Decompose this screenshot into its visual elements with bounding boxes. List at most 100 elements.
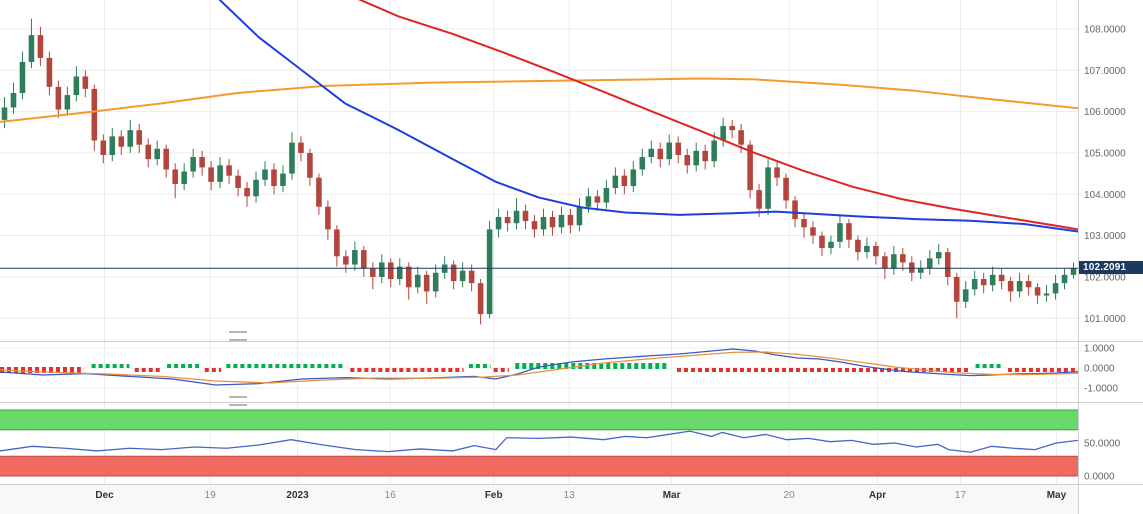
candle [935,252,942,259]
candle [387,262,394,279]
x-axis-label[interactable]: 20 [784,490,796,501]
candle [100,140,107,155]
candle [10,93,17,108]
y-axis-tick-label: 1.0000 [1084,344,1115,355]
y-axis-tick-label: 102.0000 [1084,272,1126,283]
candle [423,274,430,292]
oscillator-band [0,456,1078,477]
candle [109,136,116,155]
candle [361,250,367,269]
x-axis-label[interactable]: Mar [663,490,681,501]
candle [208,167,214,182]
candle [1007,281,1014,292]
candle [55,86,62,110]
candle [720,126,726,141]
candle [325,206,331,230]
candle [181,171,187,184]
x-axis-label[interactable]: 19 [205,490,217,501]
candle [262,169,268,180]
x-axis-label[interactable]: Apr [869,490,886,501]
candle [414,274,421,288]
y-axis-tick-label: -1.0000 [1084,384,1118,395]
candle [235,175,241,189]
candle [37,35,44,58]
candle [971,279,978,290]
candle [432,272,439,292]
candle [298,142,304,153]
x-axis-label[interactable]: 17 [955,490,967,501]
x-axis-label[interactable]: Dec [95,490,114,501]
candle [217,165,223,182]
candle [953,276,960,302]
candle [765,167,771,209]
candle [486,229,493,315]
candle [918,268,924,273]
candle [702,150,708,162]
candle [540,217,547,230]
candle [1061,274,1068,284]
candle [46,57,53,87]
candle [926,258,933,269]
candle [163,148,169,170]
x-axis-label[interactable]: 16 [385,490,397,501]
candle [73,76,80,96]
y-axis-tick-label: 101.0000 [1084,314,1126,325]
y-axis-tick-label: 105.0000 [1084,148,1126,159]
candle [477,283,484,315]
candle [190,157,196,172]
candle [316,177,322,207]
y-axis-tick-label: 106.0000 [1084,107,1126,118]
y-axis-tick-label: 108.0000 [1084,24,1126,35]
candle [1043,293,1050,296]
candle [136,130,143,145]
candle [307,152,313,178]
oscillator-line [0,430,1079,453]
candle [567,214,574,226]
candle [226,165,232,176]
candle [19,62,26,93]
sma-55-line [218,0,1078,233]
candle [675,142,682,155]
candle [738,130,744,145]
panel-resize-handle-icon[interactable] [229,331,247,341]
x-axis-label[interactable]: 2023 [286,490,309,501]
candle [549,217,556,228]
candle [1052,283,1059,294]
candle [944,252,951,277]
candle [145,144,152,160]
candle [253,179,259,197]
candle [172,169,178,184]
x-axis-label[interactable]: May [1047,490,1067,501]
candle [666,142,673,160]
candle [522,210,529,222]
candle [91,88,98,141]
y-axis-tick-label: 104.0000 [1084,190,1126,201]
candle [846,223,852,240]
candle [513,210,520,224]
candle [504,217,511,224]
candle [729,126,735,131]
candle [810,227,816,236]
x-axis-label[interactable]: Feb [485,490,503,501]
candle [1016,281,1023,292]
current-price-label: 102.2091 [1079,261,1143,274]
candle [621,175,628,186]
candle [594,196,601,203]
candle [639,157,646,170]
candle [891,254,897,269]
candle [1025,281,1032,288]
candle [495,217,502,230]
candle [468,270,475,284]
x-axis-strip[interactable] [0,485,1078,514]
candle [154,148,160,160]
panel-resize-handle-icon[interactable] [229,396,247,406]
candle [801,219,807,228]
candle [828,241,834,248]
candle [127,130,134,147]
candle [711,140,717,162]
candle [531,221,538,230]
x-axis-label[interactable]: 13 [564,490,576,501]
candle [1,107,8,120]
